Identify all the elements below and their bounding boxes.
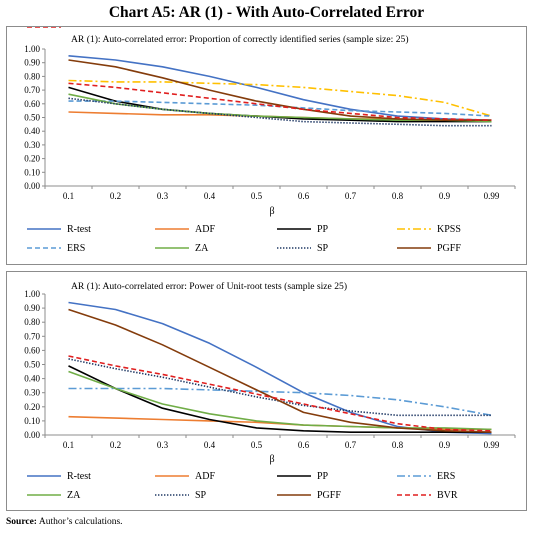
source-label: Source:	[6, 517, 37, 527]
y-tick-label: 0.30	[24, 388, 40, 398]
x-tick-label: 0.5	[251, 440, 263, 450]
legend-label: BVR	[67, 27, 88, 30]
x-tick-label: 0.7	[345, 191, 357, 201]
x-tick-label: 0.1	[63, 440, 74, 450]
series-line-pgff	[68, 59, 492, 121]
y-tick-label: 0.40	[24, 126, 40, 136]
series-line-sp	[68, 358, 492, 417]
x-tick-label: 0.3	[157, 191, 169, 201]
x-tick-label: 0.6	[298, 440, 310, 450]
series-line-za	[68, 370, 492, 431]
y-tick-label: 0.60	[24, 345, 40, 355]
chart-panel-proportion: AR (1): Auto-correlated error: Proportio…	[6, 26, 527, 265]
series-line-ers	[68, 387, 492, 417]
chart-panel-power: AR (1): Auto-correlated error: Power of …	[6, 271, 527, 511]
x-tick-label: 0.2	[110, 440, 121, 450]
x-tick-label: 0.3	[157, 440, 169, 450]
y-tick-label: 1.00	[24, 289, 40, 299]
x-tick-label: 0.7	[345, 440, 357, 450]
x-tick-label: 0.1	[63, 191, 74, 201]
series-line-pgff	[68, 308, 492, 433]
y-tick-label: 0.00	[24, 430, 40, 440]
legend-label: PGFF	[317, 490, 341, 501]
x-tick-label: 0.6	[298, 191, 310, 201]
legend-label: ADF	[195, 471, 215, 482]
legend-label: ERS	[437, 471, 455, 482]
chart-title: AR (1): Auto-correlated error: Proportio…	[71, 34, 409, 45]
x-tick-label: 0.8	[392, 440, 404, 450]
x-tick-label: 0.2	[110, 191, 121, 201]
legend-label: R-test	[67, 224, 91, 235]
y-tick-label: 0.00	[24, 181, 40, 191]
series-line-pp	[68, 365, 492, 433]
y-tick-label: 0.60	[24, 99, 40, 109]
legend-label: PGFF	[437, 243, 461, 254]
legend-label: PP	[317, 224, 329, 235]
y-tick-label: 0.70	[24, 85, 40, 95]
y-tick-label: 0.20	[24, 154, 40, 164]
legend-label: KPSS	[437, 224, 461, 235]
x-tick-label: 0.9	[439, 191, 451, 201]
y-tick-label: 0.90	[24, 58, 40, 68]
y-tick-label: 0.30	[24, 140, 40, 150]
y-tick-label: 1.00	[24, 44, 40, 54]
legend-label: SP	[195, 490, 207, 501]
legend-label: PP	[317, 471, 329, 482]
chart-svg: AR (1): Auto-correlated error: Proportio…	[24, 27, 516, 254]
legend-label: ADF	[195, 224, 215, 235]
y-tick-label: 0.80	[24, 317, 40, 327]
x-tick-label: 0.99	[484, 440, 500, 450]
x-axis-label: β	[269, 206, 274, 217]
source-note: Source: Author’s calculations.	[6, 517, 123, 527]
legend-label: BVR	[437, 490, 458, 501]
legend-label: ZA	[195, 243, 209, 254]
y-tick-label: 0.90	[24, 303, 40, 313]
legend-label: ERS	[67, 243, 85, 254]
x-tick-label: 0.9	[439, 440, 451, 450]
x-tick-label: 0.8	[392, 191, 404, 201]
x-tick-label: 0.5	[251, 191, 263, 201]
legend-label: SP	[317, 243, 329, 254]
page-title: Chart A5: AR (1) - With Auto-Correlated …	[108, 4, 425, 21]
y-tick-label: 0.20	[24, 402, 40, 412]
y-tick-label: 0.70	[24, 331, 40, 341]
y-tick-label: 0.50	[24, 360, 40, 370]
chart-title: AR (1): Auto-correlated error: Power of …	[71, 281, 347, 292]
source-text: Author’s calculations.	[38, 517, 123, 527]
y-tick-label: 0.10	[24, 167, 40, 177]
legend-label: R-test	[67, 471, 91, 482]
x-tick-label: 0.4	[204, 191, 216, 201]
x-tick-label: 0.99	[484, 191, 500, 201]
series-line-r-test	[68, 301, 492, 435]
legend-label: ZA	[67, 490, 81, 501]
series-line-kpss	[68, 79, 492, 117]
series-line-bvr	[68, 82, 492, 121]
x-tick-label: 0.4	[204, 440, 216, 450]
chart-svg: AR (1): Auto-correlated error: Power of …	[24, 281, 516, 501]
x-axis-label: β	[269, 454, 274, 465]
y-tick-label: 0.80	[24, 71, 40, 81]
y-tick-label: 0.10	[24, 416, 40, 426]
y-tick-label: 0.40	[24, 374, 40, 384]
series-line-r-test	[68, 55, 492, 121]
y-tick-label: 0.50	[24, 113, 40, 123]
